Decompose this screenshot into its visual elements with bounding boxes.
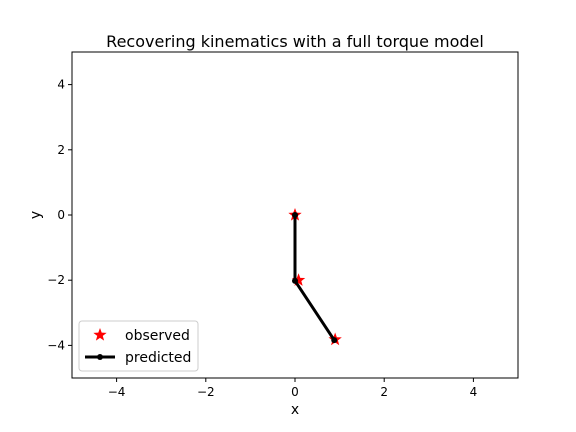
observed-point xyxy=(291,273,306,286)
x-tick-label: −4 xyxy=(108,385,126,399)
x-tick-label: 0 xyxy=(291,385,299,399)
legend-label-predicted: predicted xyxy=(125,350,191,366)
series-layer xyxy=(288,208,342,346)
legend-observed-marker xyxy=(93,328,107,341)
x-axis-ticks: −4 −2 0 2 4 xyxy=(108,378,477,399)
y-tick-label: −2 xyxy=(47,273,65,287)
y-axis-ticks: −4 −2 0 2 4 xyxy=(47,78,72,352)
y-tick-label: 4 xyxy=(57,78,65,92)
predicted-point xyxy=(331,337,338,344)
x-tick-label: 4 xyxy=(470,385,478,399)
legend-predicted-marker xyxy=(97,354,103,360)
x-axis-label: x xyxy=(291,402,299,418)
legend-label-observed: observed xyxy=(125,328,190,344)
x-tick-label: −2 xyxy=(197,385,215,399)
predicted-point xyxy=(292,277,298,284)
predicted-point xyxy=(292,212,298,218)
chart-title: Recovering kinematics with a full torque… xyxy=(106,32,484,51)
y-tick-label: 2 xyxy=(57,143,65,157)
y-axis-label: y xyxy=(28,211,44,219)
y-tick-label: −4 xyxy=(47,338,65,352)
legend: observed predicted xyxy=(78,320,199,372)
x-tick-label: 2 xyxy=(380,385,388,399)
y-tick-label: 0 xyxy=(57,208,65,222)
